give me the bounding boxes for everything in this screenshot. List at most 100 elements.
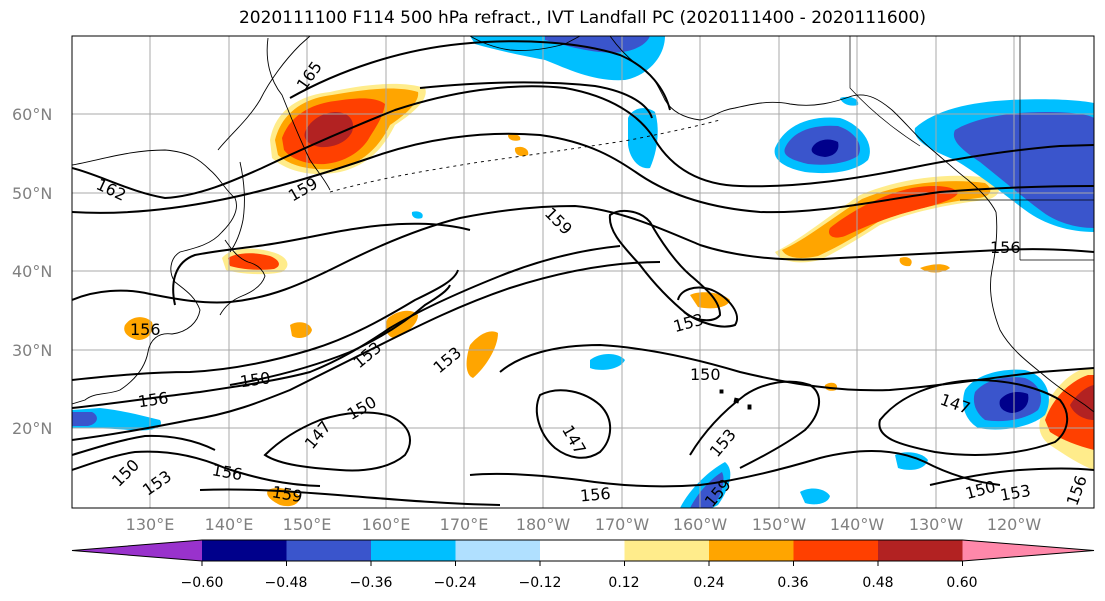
- contour-165-inner: [419, 81, 653, 119]
- contour-label: 150: [963, 477, 997, 503]
- contour-label: 153: [671, 310, 705, 336]
- contour-147-sw: [263, 411, 411, 472]
- contour-label: 150: [344, 392, 380, 424]
- shade-negative-south: [690, 472, 724, 508]
- contour-label: 156: [130, 320, 161, 339]
- contour-162: [72, 85, 1094, 200]
- coast-na-west: [989, 211, 1094, 413]
- contour-153-east: [677, 286, 738, 328]
- colorbar-labels: −0.60 −0.48 −0.36 −0.24 −0.12 0.12 0.24 …: [181, 575, 978, 591]
- shade-positive-korea: [124, 317, 153, 340]
- lat-label: 40°N: [12, 262, 52, 281]
- contour-156-north: [72, 204, 1094, 304]
- contour-147-loop: [535, 389, 612, 459]
- colorbar-tick-label: 0.24: [693, 575, 724, 591]
- contour-label: 153: [139, 466, 175, 499]
- contour-flow-1: [72, 269, 459, 381]
- lat-label: 60°N: [12, 105, 52, 124]
- colorbar: [71, 539, 1095, 566]
- contour-label: 156: [1063, 473, 1091, 508]
- contour-label: 153: [706, 425, 740, 461]
- shade-positive-japan: [228, 253, 279, 270]
- shade-negative-west: [72, 412, 97, 426]
- contour-label: 159: [541, 204, 576, 239]
- coast-aleutians: [329, 119, 721, 193]
- lon-label: 140°E: [205, 515, 254, 534]
- contour-150-se: [929, 467, 1094, 486]
- shade-negative-central-light: [590, 354, 625, 370]
- latitude-labels: 60°N 50°N 40°N 30°N 20°N: [12, 105, 52, 438]
- longitude-labels: 130°E 140°E 150°E 160°E 170°E 180°W 170°…: [126, 515, 1042, 534]
- shade-positive-okhotsk-core: [304, 112, 354, 148]
- lon-label: 120°W: [987, 515, 1042, 534]
- contour-156-south: [469, 449, 1001, 488]
- contour-label: 147: [301, 417, 335, 453]
- contour-156-sw: [72, 450, 321, 487]
- colorbar-segment: [202, 540, 287, 561]
- shade-negative-canada: [953, 112, 1094, 228]
- lon-label: 150°E: [283, 515, 332, 534]
- coast-asia: [72, 149, 237, 405]
- shade-positive-small-g: [899, 257, 912, 267]
- coast-sakhalin: [229, 161, 245, 253]
- shade-negative-bottom-mid-light: [800, 488, 830, 505]
- colorbar-segment: [371, 540, 456, 561]
- lon-label: 150°W: [752, 515, 807, 534]
- lon-label: 170°E: [440, 515, 489, 534]
- colorbar-segment: [540, 540, 625, 561]
- colorbar-segment: [793, 540, 879, 561]
- shade-positive-small-f: [514, 146, 529, 157]
- contour-label: 150: [108, 455, 143, 490]
- contour-label: 165: [293, 58, 326, 94]
- colorbar-segment: [878, 540, 963, 561]
- lon-label: 180°W: [516, 515, 571, 534]
- shade-negative-alaska-core: [811, 139, 839, 157]
- lon-label: 140°W: [830, 515, 885, 534]
- coast-alaska: [609, 36, 997, 213]
- contour-159-north: [72, 132, 1094, 214]
- lat-label: 20°N: [12, 419, 52, 438]
- shade-positive-small-h: [920, 264, 950, 273]
- colorbar-tick-label: −0.36: [350, 575, 393, 591]
- contour-147-ne: [878, 378, 1069, 456]
- contour-label: 159: [271, 482, 304, 506]
- contour-label: 162: [93, 175, 129, 205]
- coastlines: [72, 36, 1094, 413]
- shade-negative-small-b: [840, 96, 859, 106]
- contour-label: 156: [990, 238, 1021, 257]
- contour-153-south: [689, 380, 820, 469]
- colorbar-tick-label: 0.48: [862, 575, 893, 591]
- lat-label: 50°N: [12, 184, 52, 203]
- colorbar-segment: [286, 540, 372, 561]
- shaded-anomalies: [72, 36, 1094, 508]
- colorbar-tick-label: −0.48: [265, 575, 308, 591]
- contour-label: 156: [137, 388, 170, 411]
- plot-frame: [71, 35, 1095, 509]
- coast-kamchatka: [266, 37, 331, 191]
- colorbar-tick-label: −0.60: [181, 575, 224, 591]
- border-canada-us: [849, 36, 1094, 261]
- colorbar-tick-label: 0.12: [608, 575, 639, 591]
- contour-label: 153: [429, 343, 465, 377]
- contour-159-arc: [172, 222, 471, 306]
- contour-label: 153: [349, 338, 385, 372]
- shade-negative-bering-light: [628, 108, 658, 169]
- contour-165: [289, 40, 671, 111]
- lon-label: 130°E: [126, 515, 175, 534]
- colorbar-extend-high: [962, 540, 1094, 561]
- shade-negative-small-a: [411, 211, 423, 219]
- colorbar-segment: [455, 540, 541, 561]
- shade-positive-small-e: [508, 134, 521, 141]
- map-title: 2020111100 F114 500 hPa refract., IVT La…: [238, 8, 926, 28]
- contour-label: 150: [239, 368, 272, 391]
- colorbar-segment: [709, 540, 794, 561]
- contour-label: 150: [690, 365, 721, 384]
- shade-negative-bottom-right-light: [895, 452, 928, 470]
- shade-positive-pacific-a: [290, 322, 312, 338]
- contour-label: 153: [999, 481, 1032, 505]
- colorbar-tick-label: −0.24: [434, 575, 477, 591]
- coast-japan: [219, 239, 266, 316]
- shade-positive-pacific-c: [466, 331, 498, 378]
- colorbar-tick-label: 0.36: [777, 575, 808, 591]
